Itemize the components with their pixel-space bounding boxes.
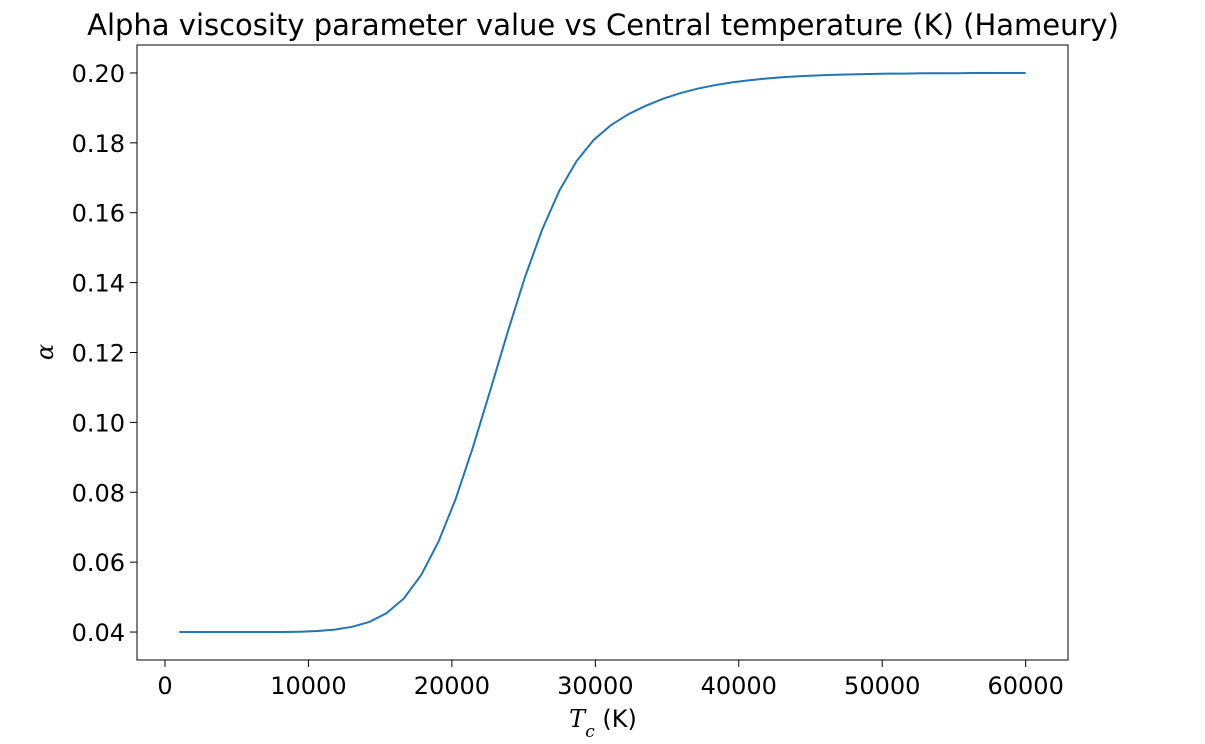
y-tick-label: 0.12 <box>72 340 125 368</box>
x-tick-label: 40000 <box>701 672 777 700</box>
x-axis-label: Tc (K) <box>569 705 637 742</box>
y-tick-label: 0.04 <box>72 619 125 647</box>
y-tick-label: 0.14 <box>72 270 125 298</box>
y-tick-label: 0.20 <box>72 60 125 88</box>
plot-frame <box>136 44 1069 661</box>
x-tick-label: 60000 <box>988 672 1064 700</box>
series-line <box>179 71 1026 634</box>
y-tick-label: 0.08 <box>72 479 125 507</box>
y-axis-ticks: 0.04 0.06 0.08 0.10 0.12 0.14 0.16 0.18 0.20 <box>72 60 137 647</box>
x-tick-label: 30000 <box>557 672 633 700</box>
y-tick-label: 0.18 <box>72 130 125 158</box>
x-axis-label-unit: (K) <box>595 705 637 733</box>
y-tick-label: 0.10 <box>72 409 125 437</box>
y-tick-label: 0.16 <box>72 200 125 228</box>
x-tick-label: 10000 <box>270 672 346 700</box>
x-axis-label-symbol: T <box>569 705 587 733</box>
x-tick-label: 50000 <box>844 672 920 700</box>
y-axis-label: α <box>31 344 59 360</box>
x-axis-label-subscript: c <box>585 722 595 742</box>
chart-title: Alpha viscosity parameter value vs Centr… <box>87 8 1119 42</box>
x-axis-ticks: 0 10000 20000 30000 40000 50000 60000 <box>157 660 1064 700</box>
y-tick-label: 0.06 <box>72 549 125 577</box>
x-tick-label: 20000 <box>414 672 490 700</box>
x-tick-label: 0 <box>157 672 172 700</box>
